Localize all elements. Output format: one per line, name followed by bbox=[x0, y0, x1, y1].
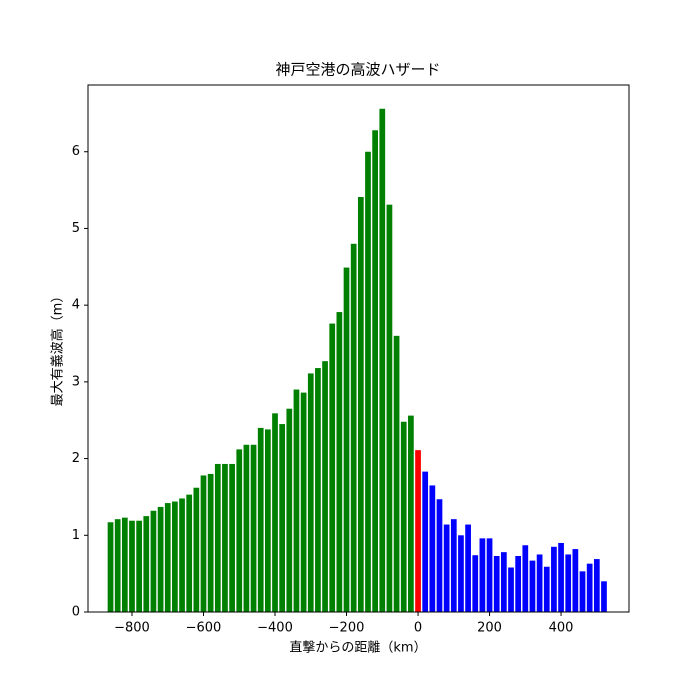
bar bbox=[129, 520, 135, 612]
bar bbox=[307, 373, 314, 612]
bar bbox=[500, 552, 507, 612]
bar bbox=[551, 546, 557, 612]
bar bbox=[343, 267, 350, 612]
bar bbox=[436, 499, 443, 612]
y-axis-label: 最大有義波高（m） bbox=[50, 290, 66, 407]
bar bbox=[150, 510, 157, 612]
y-tick-label: 6 bbox=[72, 144, 80, 159]
y-tick-label: 4 bbox=[72, 298, 80, 313]
bar bbox=[157, 506, 164, 612]
bar bbox=[186, 494, 193, 612]
bar bbox=[200, 475, 207, 612]
x-tick-label: −200 bbox=[329, 621, 365, 636]
y-tick-label: 5 bbox=[72, 221, 80, 236]
bar bbox=[408, 415, 414, 612]
bar bbox=[372, 130, 378, 612]
bar bbox=[465, 524, 471, 612]
y-tick-label: 2 bbox=[72, 451, 80, 466]
bar bbox=[272, 413, 278, 612]
bar bbox=[579, 571, 586, 612]
x-tick-label: −400 bbox=[257, 621, 293, 636]
bar bbox=[472, 555, 479, 612]
bar bbox=[107, 522, 114, 612]
bar bbox=[207, 473, 214, 612]
chart-title: 神戸空港の高波ハザード bbox=[275, 61, 440, 79]
bar bbox=[515, 556, 522, 612]
bar bbox=[357, 196, 364, 613]
x-tick-label: −800 bbox=[114, 621, 150, 636]
bar bbox=[114, 519, 121, 612]
bar bbox=[143, 516, 150, 612]
bar bbox=[450, 519, 457, 612]
bar bbox=[214, 463, 221, 612]
x-axis-label: 直撃からの距離（km） bbox=[289, 640, 426, 656]
bar bbox=[286, 408, 293, 612]
bar bbox=[121, 517, 128, 612]
bar bbox=[250, 444, 257, 612]
bar bbox=[572, 549, 579, 612]
x-tick-label: 400 bbox=[549, 621, 574, 636]
bar bbox=[222, 463, 228, 612]
bar bbox=[429, 485, 436, 612]
bar bbox=[543, 566, 550, 612]
bar bbox=[236, 449, 243, 612]
bar bbox=[172, 501, 178, 612]
bar bbox=[329, 323, 336, 612]
bar bbox=[379, 108, 386, 612]
bar bbox=[458, 535, 464, 612]
bar bbox=[415, 450, 421, 612]
bar bbox=[536, 554, 543, 612]
y-tick-label: 3 bbox=[72, 374, 80, 389]
bar bbox=[243, 444, 250, 612]
bar bbox=[586, 563, 593, 612]
bar bbox=[565, 554, 572, 612]
bar bbox=[558, 542, 564, 612]
bar bbox=[300, 392, 307, 612]
bar bbox=[229, 463, 235, 612]
bar bbox=[193, 487, 200, 612]
bar bbox=[386, 204, 393, 612]
bar bbox=[315, 368, 321, 612]
bar bbox=[293, 389, 300, 612]
bar bbox=[443, 524, 450, 612]
bar bbox=[279, 424, 286, 612]
bar bbox=[479, 538, 486, 612]
y-tick-label: 1 bbox=[72, 528, 80, 543]
bar bbox=[264, 429, 271, 612]
bar bbox=[336, 312, 343, 612]
bar bbox=[522, 545, 529, 612]
bar bbox=[322, 361, 328, 612]
x-tick-label: 0 bbox=[414, 621, 422, 636]
bar bbox=[593, 559, 600, 612]
bar bbox=[350, 243, 357, 612]
bar bbox=[257, 427, 264, 612]
x-tick-label: 200 bbox=[477, 621, 502, 636]
bar bbox=[508, 567, 514, 612]
y-tick-label: 0 bbox=[72, 605, 80, 620]
bar bbox=[393, 335, 400, 612]
plot-frame bbox=[87, 84, 630, 613]
bar bbox=[493, 556, 500, 612]
bar bbox=[136, 520, 142, 612]
bar bbox=[422, 471, 429, 612]
bar bbox=[486, 538, 493, 612]
bar bbox=[365, 151, 371, 613]
bar bbox=[164, 503, 171, 612]
bar bbox=[400, 421, 407, 612]
bar bbox=[179, 498, 185, 612]
bar bbox=[601, 581, 607, 612]
bar bbox=[529, 560, 536, 612]
x-tick-label: −600 bbox=[186, 621, 222, 636]
